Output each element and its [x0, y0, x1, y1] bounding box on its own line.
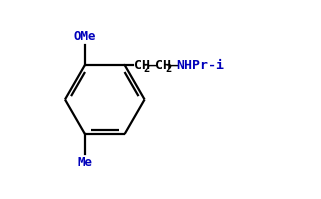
- Text: —: —: [170, 59, 178, 71]
- Text: OMe: OMe: [74, 30, 96, 43]
- Text: CH: CH: [134, 59, 150, 71]
- Text: CH: CH: [155, 59, 171, 71]
- Text: —: —: [149, 59, 157, 71]
- Text: Me: Me: [77, 156, 92, 169]
- Text: 2: 2: [165, 64, 171, 74]
- Text: 2: 2: [143, 64, 150, 74]
- Text: NHPr-i: NHPr-i: [176, 59, 224, 71]
